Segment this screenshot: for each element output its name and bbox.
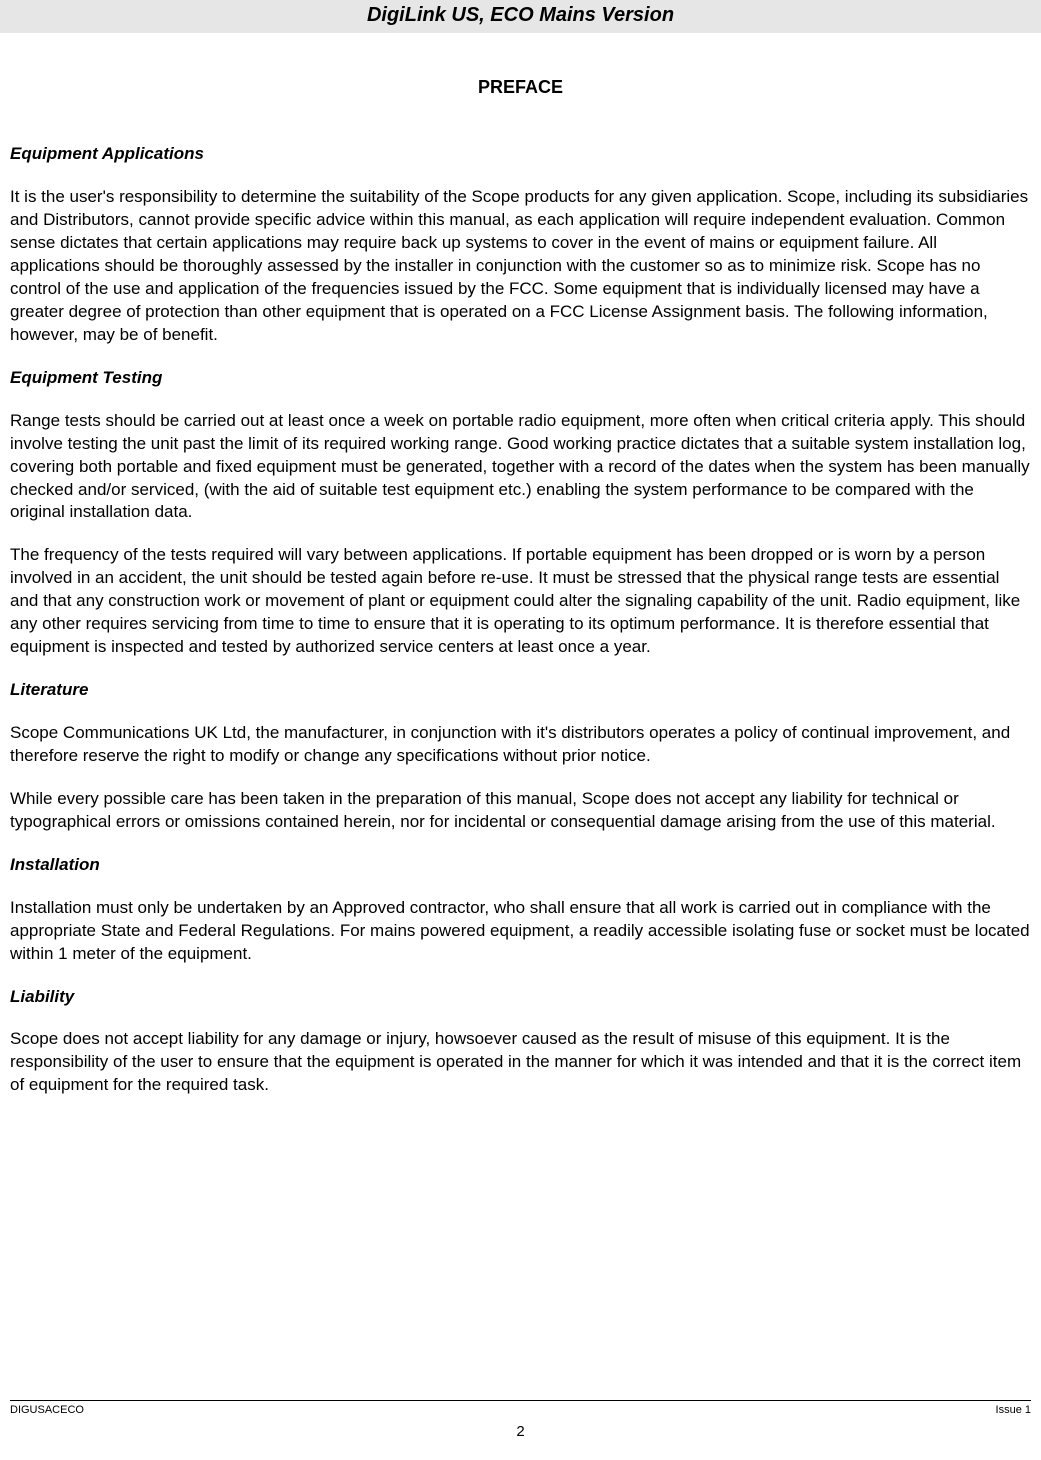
para-equipment-testing-2: The frequency of the tests required will… — [10, 544, 1031, 659]
heading-equipment-testing: Equipment Testing — [10, 367, 1031, 390]
para-literature-2: While every possible care has been taken… — [10, 788, 1031, 834]
footer-rule — [10, 1400, 1031, 1401]
header-band: DigiLink US, ECO Mains Version — [0, 0, 1041, 33]
preface-title: PREFACE — [10, 75, 1031, 99]
footer: DIGUSACECO Issue 1 2 — [0, 1400, 1041, 1442]
para-liability-1: Scope does not accept liability for any … — [10, 1028, 1031, 1097]
heading-literature: Literature — [10, 679, 1031, 702]
document-content: PREFACE Equipment Applications It is the… — [0, 75, 1041, 1097]
heading-equipment-applications: Equipment Applications — [10, 143, 1031, 166]
footer-right: Issue 1 — [996, 1403, 1031, 1418]
para-equipment-testing-1: Range tests should be carried out at lea… — [10, 410, 1031, 525]
page-number: 2 — [10, 1422, 1031, 1442]
header-title: DigiLink US, ECO Mains Version — [0, 2, 1041, 29]
para-equipment-applications-1: It is the user's responsibility to deter… — [10, 186, 1031, 347]
heading-installation: Installation — [10, 854, 1031, 877]
para-literature-1: Scope Communications UK Ltd, the manufac… — [10, 722, 1031, 768]
footer-row: DIGUSACECO Issue 1 — [10, 1403, 1031, 1418]
heading-liability: Liability — [10, 986, 1031, 1009]
footer-left: DIGUSACECO — [10, 1403, 84, 1418]
para-installation-1: Installation must only be undertaken by … — [10, 897, 1031, 966]
